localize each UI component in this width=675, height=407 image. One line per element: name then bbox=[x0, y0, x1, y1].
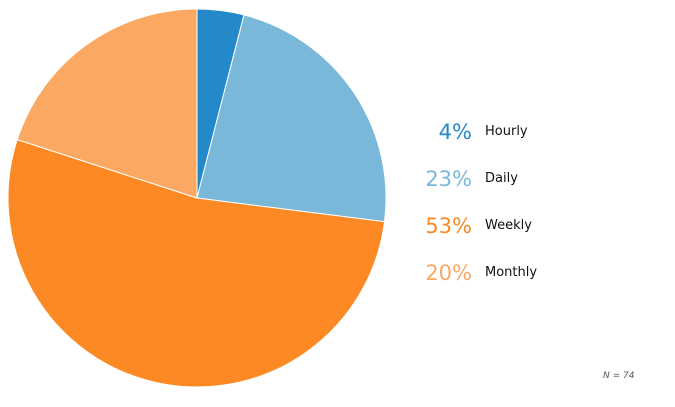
legend-item-weekly: 53% Weekly bbox=[400, 202, 620, 249]
sample-size-note: N = 74 bbox=[603, 371, 635, 381]
legend-item-daily: 23% Daily bbox=[400, 155, 620, 202]
legend: 4% Hourly 23% Daily 53% Weekly 20% Month… bbox=[400, 108, 620, 296]
pie-slice-daily bbox=[196, 14, 387, 223]
pie-slice-monthly bbox=[16, 8, 198, 199]
legend-item-monthly: 20% Monthly bbox=[400, 249, 620, 296]
legend-label-monthly: Monthly bbox=[485, 265, 538, 280]
legend-percent-daily: 23% bbox=[425, 166, 472, 191]
legend-percent-hourly: 4% bbox=[438, 119, 472, 144]
legend-percent-monthly: 20% bbox=[425, 260, 472, 285]
legend-label-weekly: Weekly bbox=[485, 218, 532, 233]
legend-label-hourly: Hourly bbox=[485, 124, 528, 139]
legend-percent-weekly: 53% bbox=[425, 213, 472, 238]
legend-label-daily: Daily bbox=[485, 171, 518, 186]
legend-item-hourly: 4% Hourly bbox=[400, 108, 620, 155]
pie-chart bbox=[7, 8, 387, 388]
pie-slice-weekly bbox=[7, 138, 386, 388]
